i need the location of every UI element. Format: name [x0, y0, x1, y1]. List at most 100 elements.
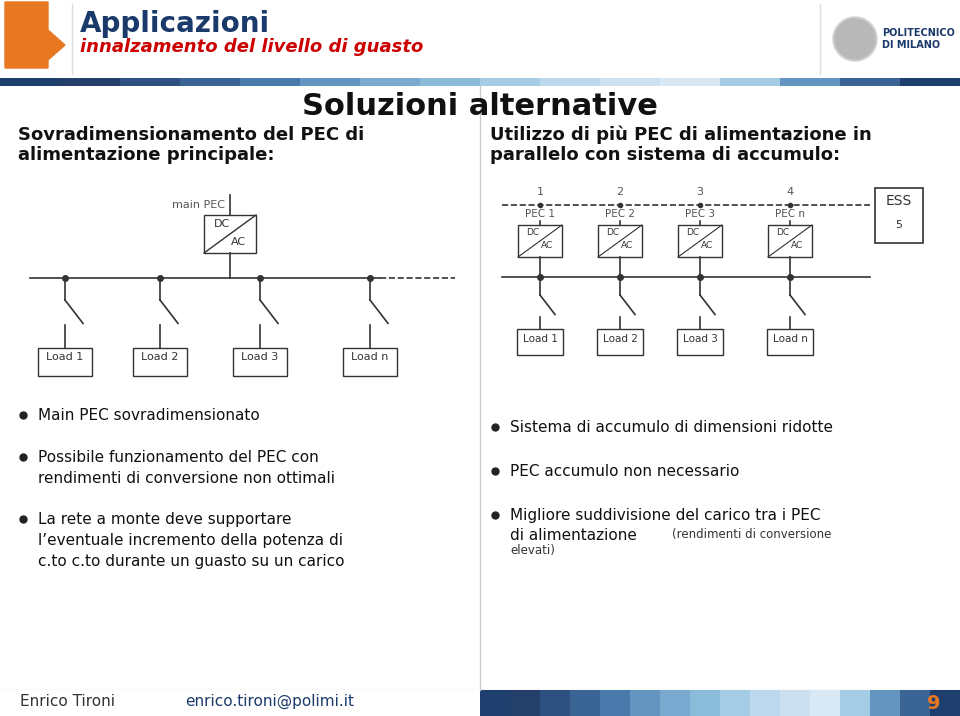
- Circle shape: [833, 17, 877, 61]
- Bar: [900, 690, 931, 716]
- Text: Load 3: Load 3: [241, 352, 278, 362]
- Text: Load 1: Load 1: [522, 334, 558, 344]
- Text: PEC 2: PEC 2: [605, 209, 635, 219]
- Text: Load 2: Load 2: [141, 352, 179, 362]
- Bar: [768, 225, 812, 257]
- Text: Sovradimensionamento del PEC di: Sovradimensionamento del PEC di: [18, 126, 364, 144]
- Bar: [780, 78, 841, 86]
- Bar: [480, 78, 541, 86]
- Bar: [750, 690, 781, 716]
- Text: (rendimenti di conversione: (rendimenti di conversione: [672, 528, 831, 541]
- Text: Load 2: Load 2: [603, 334, 637, 344]
- Bar: [597, 329, 643, 354]
- Text: DC: DC: [777, 228, 789, 237]
- Text: Possibile funzionamento del PEC con
rendimenti di conversione non ottimali: Possibile funzionamento del PEC con rend…: [38, 450, 335, 486]
- Text: PEC 1: PEC 1: [525, 209, 555, 219]
- Bar: [600, 78, 661, 86]
- Bar: [875, 188, 923, 243]
- Bar: [660, 690, 691, 716]
- Text: parallelo con sistema di accumulo:: parallelo con sistema di accumulo:: [490, 146, 840, 164]
- Text: Load 3: Load 3: [683, 334, 717, 344]
- Text: DC: DC: [686, 228, 700, 237]
- Bar: [630, 690, 661, 716]
- Bar: [133, 349, 187, 377]
- Text: Utilizzo di più PEC di alimentazione in: Utilizzo di più PEC di alimentazione in: [490, 126, 872, 145]
- Bar: [720, 78, 781, 86]
- Bar: [870, 690, 901, 716]
- Text: Sistema di accumulo di dimensioni ridotte: Sistema di accumulo di dimensioni ridott…: [510, 420, 833, 435]
- Text: PEC 3: PEC 3: [685, 209, 715, 219]
- Text: AC: AC: [230, 237, 246, 247]
- Bar: [0, 0, 960, 78]
- Bar: [767, 329, 813, 354]
- Bar: [720, 690, 751, 716]
- Text: Load 1: Load 1: [46, 352, 84, 362]
- Bar: [300, 78, 361, 86]
- Text: PEC n: PEC n: [775, 209, 805, 219]
- Bar: [930, 690, 960, 716]
- Bar: [480, 690, 511, 716]
- Text: Soluzioni alternative: Soluzioni alternative: [302, 92, 658, 121]
- Text: 1: 1: [537, 187, 543, 197]
- Text: Load n: Load n: [351, 352, 389, 362]
- Bar: [570, 690, 601, 716]
- Bar: [540, 690, 571, 716]
- Bar: [518, 225, 562, 257]
- Bar: [690, 690, 721, 716]
- Bar: [120, 78, 181, 86]
- Text: elevati): elevati): [510, 544, 555, 557]
- Bar: [600, 690, 631, 716]
- Bar: [233, 349, 287, 377]
- Text: AC: AC: [540, 241, 553, 250]
- Bar: [240, 78, 301, 86]
- Bar: [420, 78, 481, 86]
- Bar: [598, 225, 642, 257]
- Text: POLITECNICO: POLITECNICO: [882, 28, 955, 38]
- Bar: [517, 329, 563, 354]
- Text: alimentazione principale:: alimentazione principale:: [18, 146, 275, 164]
- Bar: [510, 690, 541, 716]
- Text: DC: DC: [214, 219, 230, 229]
- Text: DI MILANO: DI MILANO: [882, 40, 940, 50]
- Bar: [840, 690, 871, 716]
- Text: innalzamento del livello di guasto: innalzamento del livello di guasto: [80, 38, 423, 56]
- Text: Main PEC sovradimensionato: Main PEC sovradimensionato: [38, 408, 260, 423]
- Text: Load n: Load n: [773, 334, 807, 344]
- Bar: [38, 349, 92, 377]
- Polygon shape: [5, 2, 65, 68]
- Text: PEC accumulo non necessario: PEC accumulo non necessario: [510, 464, 739, 479]
- Bar: [678, 225, 722, 257]
- Text: 5: 5: [896, 220, 902, 230]
- Text: di alimentazione: di alimentazione: [510, 528, 641, 543]
- Bar: [204, 215, 256, 253]
- Bar: [540, 78, 601, 86]
- Bar: [60, 78, 121, 86]
- Bar: [360, 78, 421, 86]
- Bar: [677, 329, 723, 354]
- Text: 3: 3: [697, 187, 704, 197]
- Bar: [840, 78, 901, 86]
- Text: AC: AC: [701, 241, 713, 250]
- Bar: [780, 690, 811, 716]
- Text: Migliore suddivisione del carico tra i PEC: Migliore suddivisione del carico tra i P…: [510, 508, 821, 523]
- Text: AC: AC: [621, 241, 634, 250]
- Text: DC: DC: [526, 228, 540, 237]
- Bar: [810, 690, 841, 716]
- Text: Enrico Tironi: Enrico Tironi: [20, 694, 115, 709]
- Bar: [900, 78, 960, 86]
- Text: Applicazioni: Applicazioni: [80, 10, 270, 38]
- Text: main PEC: main PEC: [172, 200, 225, 210]
- Bar: [343, 349, 397, 377]
- Text: 4: 4: [786, 187, 794, 197]
- Text: AC: AC: [791, 241, 804, 250]
- Text: enrico.tironi@polimi.it: enrico.tironi@polimi.it: [185, 694, 354, 710]
- Bar: [180, 78, 241, 86]
- Text: ESS: ESS: [886, 194, 912, 208]
- Text: 2: 2: [616, 187, 624, 197]
- Text: 9: 9: [926, 694, 940, 713]
- Bar: [0, 0, 960, 78]
- Bar: [0, 690, 480, 716]
- Circle shape: [835, 19, 875, 59]
- Text: DC: DC: [607, 228, 619, 237]
- Text: La rete a monte deve supportare
l’eventuale incremento della potenza di
c.to c.t: La rete a monte deve supportare l’eventu…: [38, 512, 345, 569]
